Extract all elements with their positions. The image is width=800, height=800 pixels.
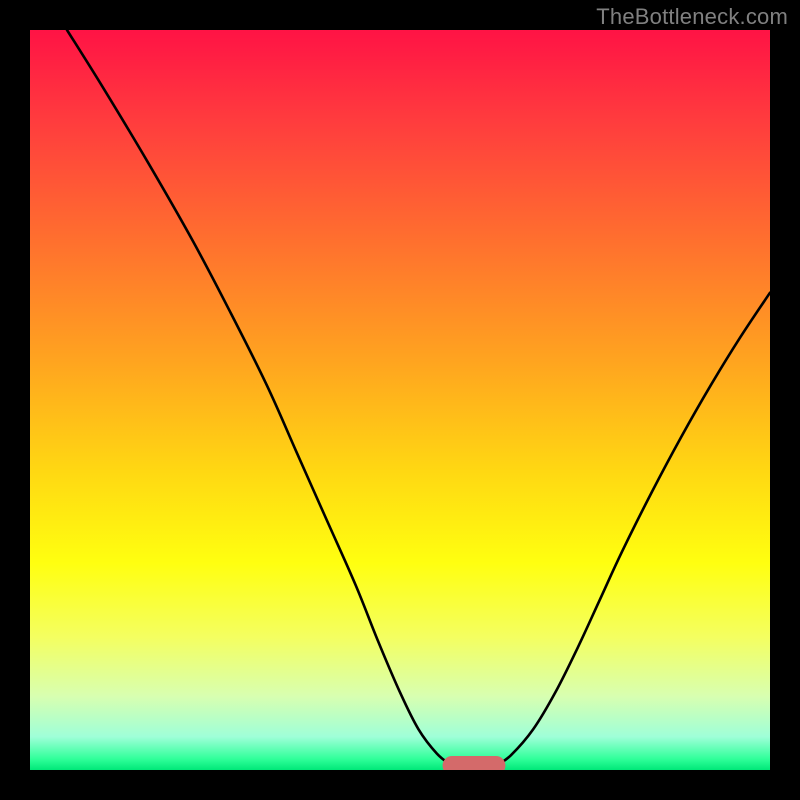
chart-container: TheBottleneck.com [0,0,800,800]
watermark-text: TheBottleneck.com [596,4,788,30]
bottleneck-chart [0,0,800,800]
plot-background [30,30,770,770]
